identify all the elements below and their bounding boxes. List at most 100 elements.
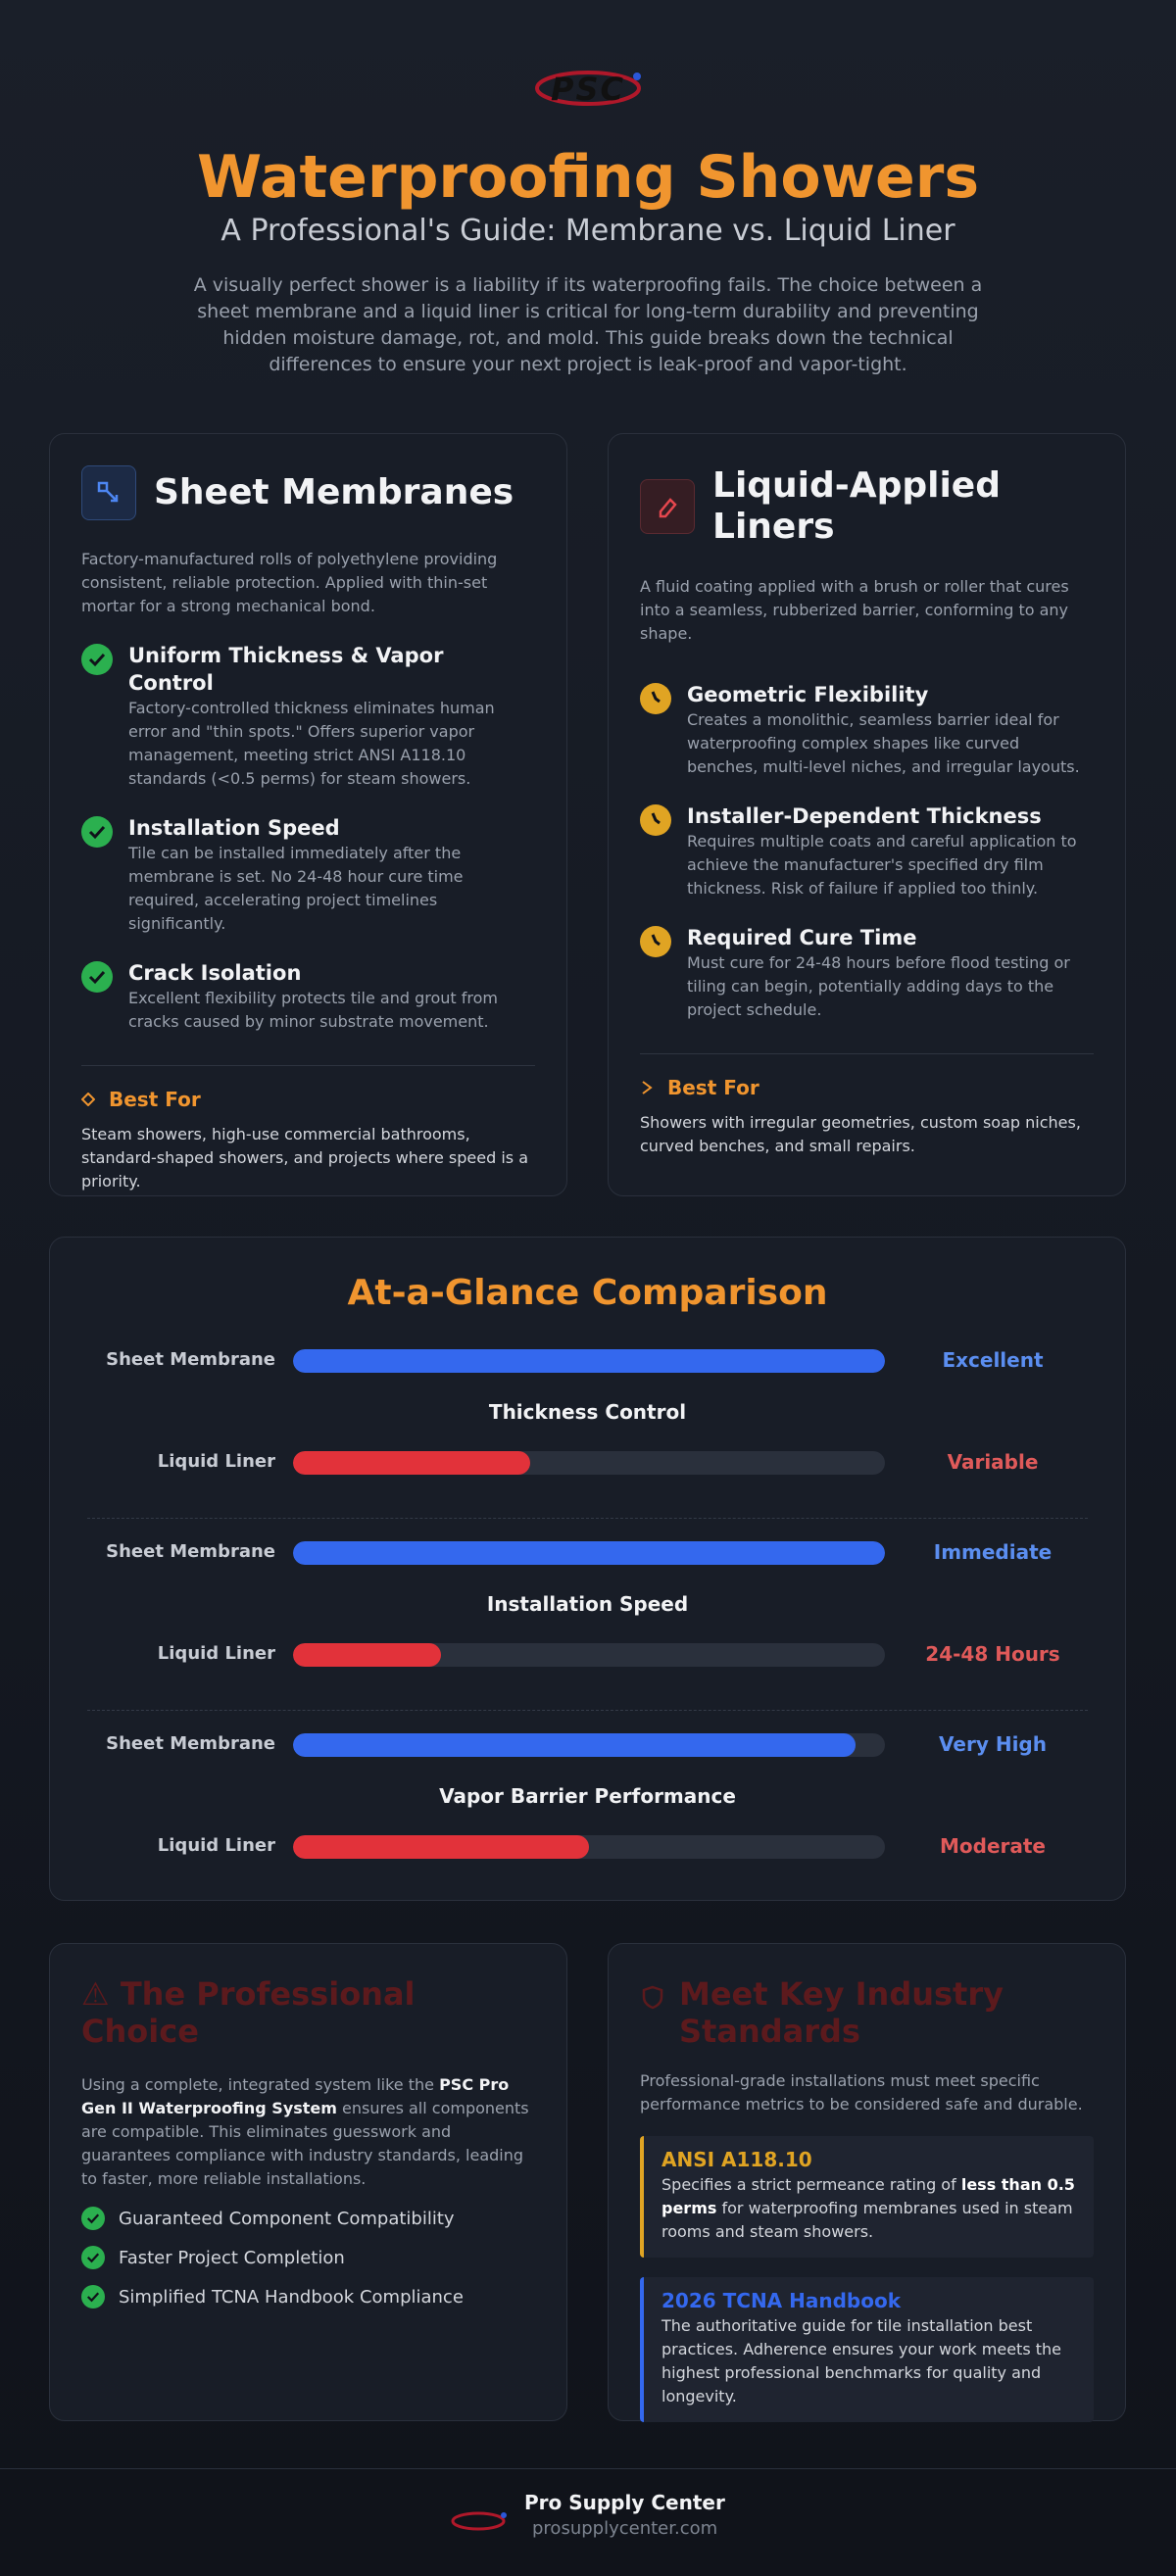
benefit: Guaranteed Component Compatibility bbox=[81, 2207, 535, 2230]
comparison: At-a-Glance Comparison Thickness Control… bbox=[49, 1237, 1126, 1901]
standards-card: Meet Key Industry Standards Professional… bbox=[608, 1943, 1126, 2422]
bar bbox=[293, 1643, 441, 1667]
feature-title: Installation Speed bbox=[128, 816, 340, 840]
rating: Variable bbox=[947, 1450, 1039, 1474]
bar-label: Sheet Membrane bbox=[106, 1541, 275, 1562]
benefit-text: Simplified TCNA Handbook Compliance bbox=[119, 2286, 464, 2308]
bar-track bbox=[293, 1643, 885, 1667]
logo-text: PSC bbox=[551, 71, 625, 108]
card-icon bbox=[81, 465, 136, 520]
bar bbox=[293, 1733, 856, 1757]
membrane-card: Sheet Membranes Factory-manufactured rol… bbox=[49, 433, 567, 1196]
comparison-title: At-a-Glance Comparison bbox=[347, 1273, 828, 1313]
benefit-text: Faster Project Completion bbox=[119, 2247, 345, 2268]
standard: 2026 TCNA Handbook The authoritative guid… bbox=[640, 2277, 1094, 2422]
bar-track bbox=[293, 1349, 885, 1373]
logo-mark: PSC bbox=[534, 67, 642, 110]
metric-label: Vapor Barrier Performance bbox=[439, 1784, 736, 1808]
feature-title: Geometric Flexibility bbox=[687, 683, 929, 706]
best-for: Best For bbox=[640, 1076, 1094, 1099]
feature-body: Required Cure Time Must cure for 24-48 ho… bbox=[687, 924, 1094, 1022]
best-for-label: Best For bbox=[667, 1076, 760, 1099]
bar-label: Liquid Liner bbox=[157, 1451, 275, 1472]
footer-url: prosupplycenter.com bbox=[532, 2518, 718, 2539]
logo: PSC bbox=[0, 67, 1176, 114]
bar-track bbox=[293, 1541, 885, 1565]
feature-title: Installer-Dependent Thickness bbox=[687, 804, 1042, 828]
feature-icon bbox=[81, 644, 113, 675]
card-description: A fluid coating applied with a brush or … bbox=[640, 577, 1069, 643]
feature-title: Uniform Thickness & Vapor Control bbox=[128, 644, 444, 695]
bar-label: Liquid Liner bbox=[157, 1835, 275, 1856]
feature: Installation Speed Tile can be installed … bbox=[81, 814, 535, 936]
standard-text: The authoritative guide for tile install… bbox=[662, 2314, 1078, 2408]
feature-list: Geometric Flexibility Creates a monolithi… bbox=[640, 681, 1094, 1022]
bar-label: Sheet Membrane bbox=[106, 1733, 275, 1754]
feature-title: Crack Isolation bbox=[128, 961, 302, 985]
professional-title: ⚠ The Professional Choice bbox=[81, 1975, 416, 2050]
product-name: PSC Pro Gen II Waterproofing System bbox=[81, 2075, 510, 2117]
bar bbox=[293, 1541, 885, 1565]
liquid-card: Liquid-Applied Liners A fluid coating ap… bbox=[608, 433, 1126, 1196]
feature: Uniform Thickness & Vapor Control Factory… bbox=[81, 642, 535, 791]
feature: Required Cure Time Must cure for 24-48 ho… bbox=[640, 924, 1094, 1022]
benefit-text: Guaranteed Component Compatibility bbox=[119, 2208, 455, 2229]
standards-title: Meet Key Industry Standards bbox=[679, 1975, 1004, 2050]
feature: Installer-Dependent Thickness Requires mu… bbox=[640, 802, 1094, 900]
standard-text: Specifies a strict permeance rating of l… bbox=[662, 2173, 1078, 2244]
text: Using a complete, integrated system like… bbox=[81, 2075, 434, 2094]
bar bbox=[293, 1349, 885, 1373]
feature-icon bbox=[640, 926, 671, 957]
feature-icon bbox=[81, 816, 113, 848]
best-for-label: Best For bbox=[109, 1088, 201, 1111]
feature-body: Uniform Thickness & Vapor Control Factory… bbox=[128, 642, 535, 791]
separator bbox=[87, 1710, 1088, 1711]
card-title: Liquid-Applied Liners bbox=[712, 465, 1001, 547]
logo-swoosh bbox=[535, 71, 641, 106]
rating: Very High bbox=[939, 1732, 1047, 1756]
best-for: Best For bbox=[81, 1088, 535, 1111]
feature-icon bbox=[640, 804, 671, 836]
bar-label: Liquid Liner bbox=[157, 1643, 275, 1664]
check-icon bbox=[81, 2246, 105, 2269]
shield-icon bbox=[642, 1985, 663, 2010]
metric-label: Thickness Control bbox=[488, 1400, 687, 1424]
professional-card: ⚠ The Professional Choice Using a comple… bbox=[49, 1943, 567, 2421]
standard-title: ANSI A118.10 bbox=[662, 2148, 812, 2171]
bar-track bbox=[293, 1451, 885, 1475]
feature-text: Requires multiple coats and careful appl… bbox=[687, 832, 1077, 898]
feature: Geometric Flexibility Creates a monolithi… bbox=[640, 681, 1094, 779]
rating: 24-48 Hours bbox=[925, 1642, 1060, 1666]
standard: ANSI A118.10 Specifies a strict permeance… bbox=[640, 2136, 1094, 2258]
bar bbox=[293, 1451, 530, 1475]
feature-icon bbox=[640, 683, 671, 714]
metric-label: Installation Speed bbox=[486, 1592, 689, 1616]
professional-text: Using a complete, integrated system like… bbox=[81, 2073, 535, 2191]
card-title: Sheet Membranes bbox=[154, 472, 514, 512]
feature-text: Tile can be installed immediately after … bbox=[128, 844, 464, 933]
text-bold: less than 0.5 perms bbox=[662, 2175, 1075, 2217]
rating: Moderate bbox=[939, 1834, 1046, 1858]
footer-name: Pro Supply Center bbox=[524, 2491, 725, 2514]
separator bbox=[87, 1518, 1088, 1519]
footer-logo bbox=[451, 2511, 507, 2531]
card-description: Factory-manufactured rolls of polyethyle… bbox=[81, 550, 498, 615]
feature-body: Installation Speed Tile can be installed … bbox=[128, 814, 535, 936]
bar-label: Sheet Membrane bbox=[106, 1349, 275, 1370]
feature-body: Crack Isolation Excellent flexibility pro… bbox=[128, 959, 535, 1034]
text: Specifies a strict permeance rating of bbox=[662, 2175, 956, 2194]
feature-text: Excellent flexibility protects tile and … bbox=[128, 989, 499, 1031]
benefit: Faster Project Completion bbox=[81, 2246, 535, 2269]
standards-intro: Professional-grade installations must me… bbox=[640, 2071, 1083, 2114]
bar bbox=[293, 1835, 589, 1859]
check-icon bbox=[81, 2285, 105, 2309]
feature-icon bbox=[81, 961, 113, 993]
best-for-text: Steam showers, high-use commercial bathr… bbox=[81, 1125, 529, 1191]
feature-text: Factory-controlled thickness eliminates … bbox=[128, 699, 495, 788]
text: ensures all components are compatible. T… bbox=[81, 2099, 529, 2188]
feature-text: Must cure for 24-48 hours before flood t… bbox=[687, 953, 1070, 1019]
text: The authoritative guide for tile install… bbox=[662, 2316, 1061, 2406]
rating: Excellent bbox=[942, 1348, 1044, 1372]
benefit-list: Guaranteed Component Compatibility Faster… bbox=[81, 2207, 535, 2309]
